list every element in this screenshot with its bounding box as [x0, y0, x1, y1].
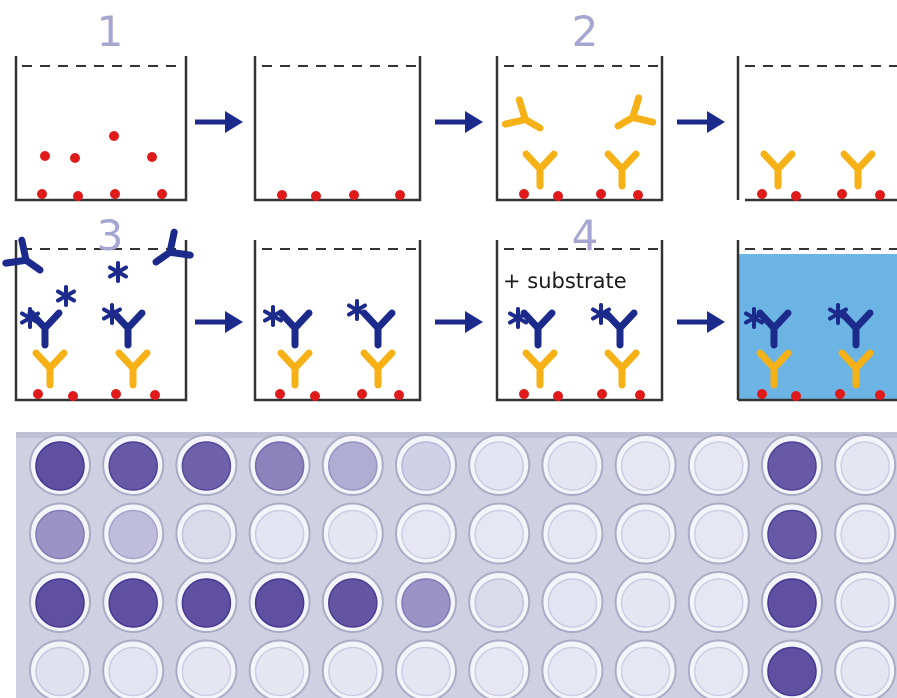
plate-well — [328, 509, 378, 560]
plate-well — [547, 441, 598, 491]
plate-well — [474, 646, 524, 697]
plate-well — [547, 578, 598, 628]
well-step1-washed — [253, 56, 422, 202]
arrow-6 — [677, 311, 725, 333]
plate-well — [767, 441, 817, 491]
antigen-dots — [757, 189, 885, 201]
antigen-dots — [37, 131, 167, 201]
plate-well — [620, 441, 671, 491]
substrate-label: + substrate — [503, 269, 627, 293]
plate-well — [35, 509, 85, 560]
step-number-4: 4 — [572, 211, 599, 260]
plate-well — [620, 509, 671, 560]
plate-well — [35, 578, 85, 628]
antigen-dots — [277, 190, 405, 201]
plate-well — [840, 646, 890, 697]
plate-well — [547, 509, 598, 560]
plate-well — [254, 509, 305, 560]
plate-well — [401, 578, 451, 628]
arrow-5 — [435, 311, 483, 333]
plate-well — [181, 646, 232, 697]
well-step2-capture-antibody — [495, 56, 664, 202]
plate-well — [840, 509, 890, 560]
plate-well — [474, 509, 524, 560]
plate-well — [254, 441, 305, 491]
arrow-4 — [195, 311, 243, 333]
antigen-dots — [519, 189, 643, 201]
plate-well — [767, 578, 817, 628]
step-number-1: 1 — [97, 7, 124, 56]
well-step1-antigen — [14, 56, 188, 202]
plate-well — [181, 578, 232, 628]
arrow-2 — [435, 111, 483, 133]
plate-well — [254, 646, 305, 697]
plate-well — [620, 646, 671, 697]
plate-well — [474, 441, 524, 491]
plate-well — [108, 578, 158, 628]
plate-well — [401, 509, 451, 560]
plate-well — [328, 578, 378, 628]
plate-well — [694, 646, 744, 697]
plate-well — [840, 578, 890, 628]
antigen-dots — [275, 389, 404, 401]
plate-well — [108, 509, 158, 560]
plate-well — [254, 578, 305, 628]
plate-well — [401, 646, 451, 697]
plate-well — [694, 509, 744, 560]
plate-well — [35, 646, 85, 697]
plate-well — [694, 441, 744, 491]
plate-well — [767, 646, 817, 697]
step-number-2: 2 — [572, 7, 599, 56]
plate-well — [401, 441, 451, 491]
plate-well — [328, 646, 378, 697]
antigen-dots — [519, 389, 645, 401]
arrow-3 — [677, 111, 725, 133]
plate-well — [181, 441, 232, 491]
plate-well — [694, 578, 744, 628]
plate-well — [840, 441, 890, 491]
well-step3-washed — [253, 240, 422, 402]
well-step4-color-developed — [736, 240, 897, 402]
plate-well — [474, 578, 524, 628]
plate-well — [35, 441, 85, 491]
plate-well — [181, 509, 232, 560]
plate-wells — [29, 434, 897, 698]
well-step3-detection-antibody — [6, 232, 190, 402]
step-number-3: 3 — [97, 211, 124, 260]
plate-background — [16, 432, 897, 698]
plate-well — [620, 578, 671, 628]
plate-well — [547, 646, 598, 697]
plate-well — [767, 509, 817, 560]
well-step4-substrate: + substrate — [495, 240, 664, 402]
plate-well — [108, 646, 158, 697]
well-step2-washed — [736, 56, 897, 202]
arrow-1 — [195, 111, 243, 133]
microplate — [16, 432, 897, 698]
plate-well — [328, 441, 378, 491]
antigen-dots — [757, 389, 885, 401]
plate-well — [108, 441, 158, 491]
antigen-dots — [33, 389, 160, 401]
substrate-color-fill — [738, 254, 897, 400]
